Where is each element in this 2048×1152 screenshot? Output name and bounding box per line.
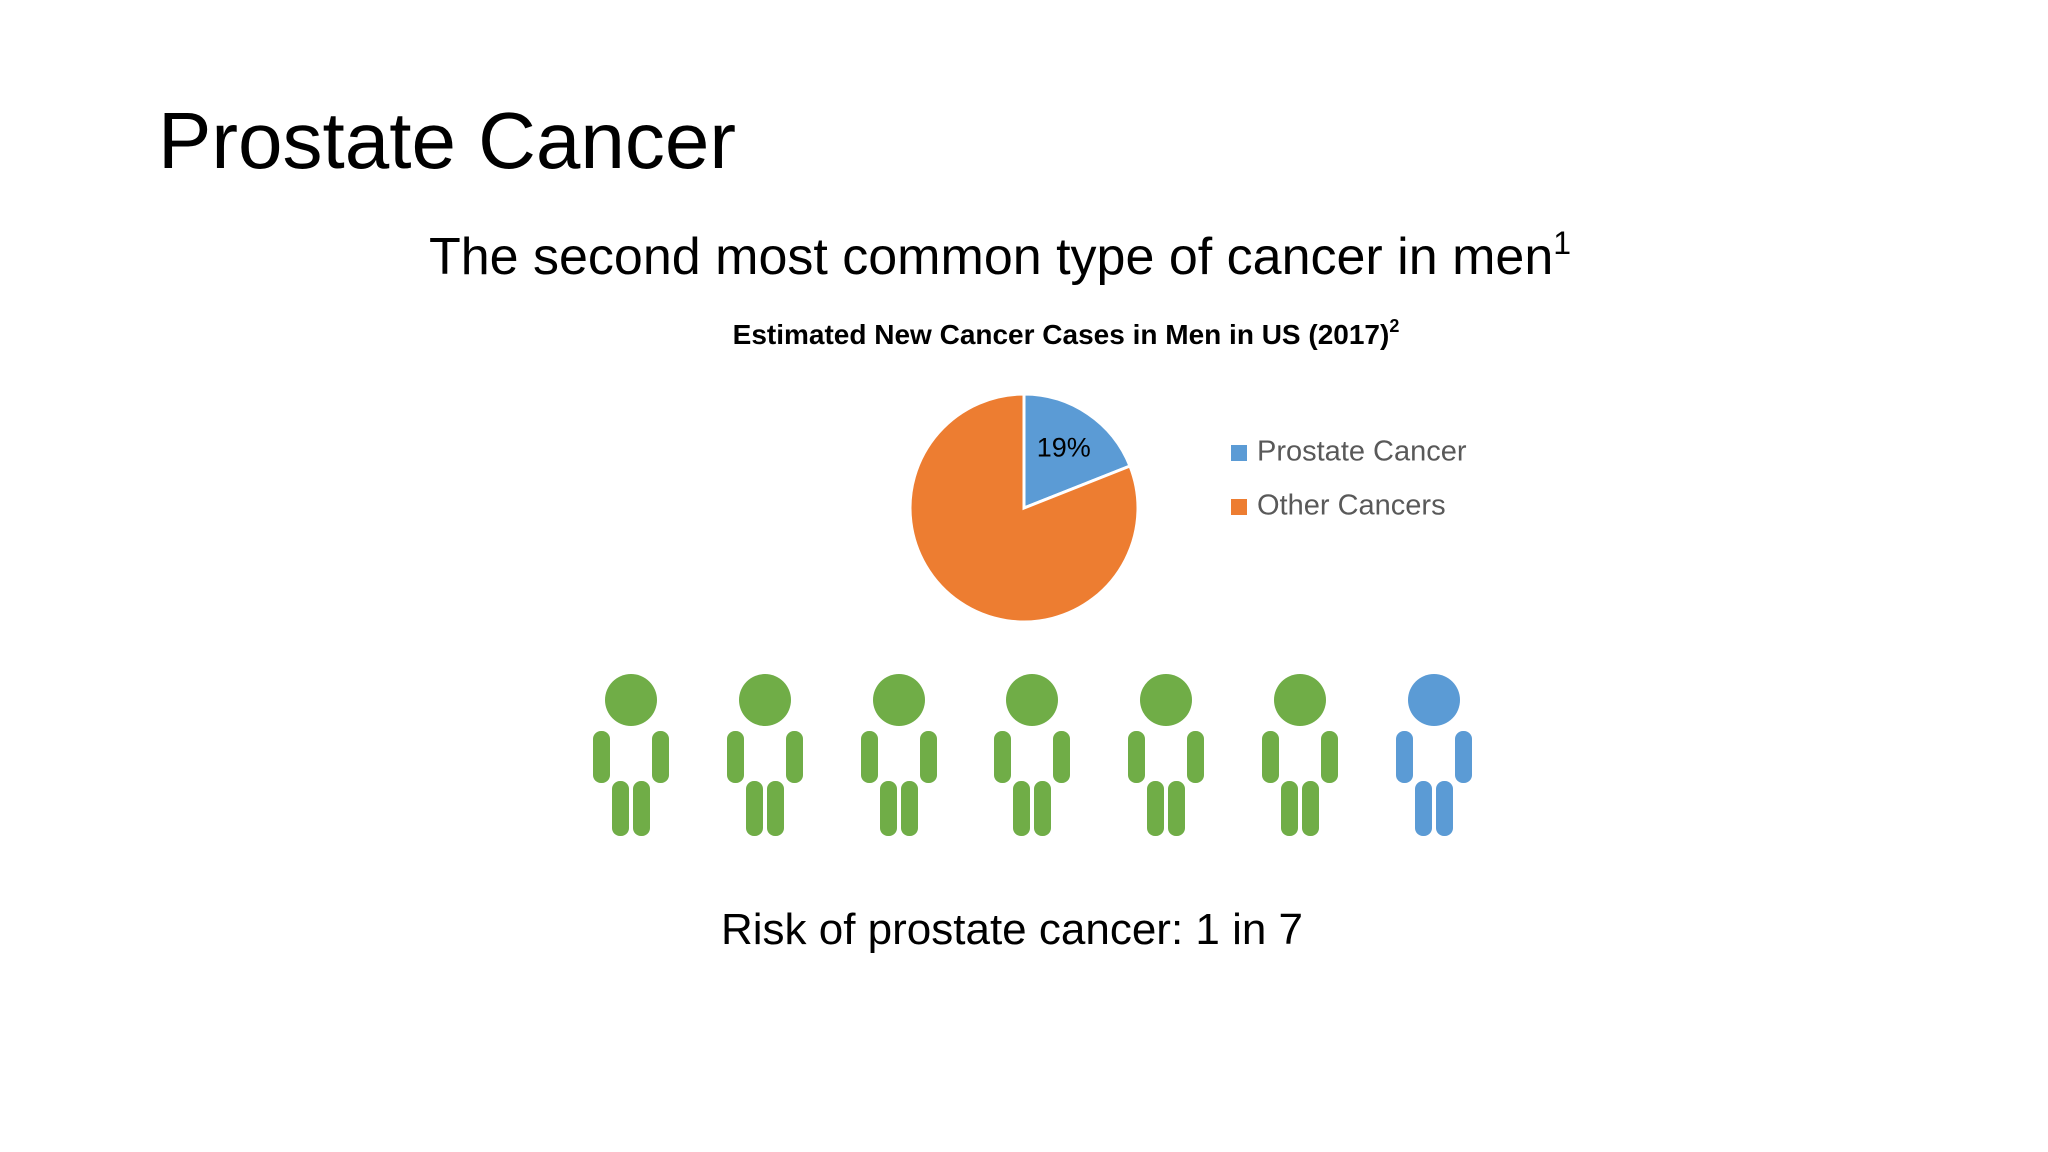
person-icon [727, 674, 803, 836]
chart-title: Estimated New Cancer Cases in Men in US … [733, 316, 1400, 350]
data-label: 19% [1037, 433, 1091, 463]
subtitle-text: The second most common type of cancer in… [429, 228, 1553, 286]
legend-label: Prostate Cancer [1257, 436, 1467, 468]
pie-chart: 19% [908, 392, 1140, 624]
chart-title-text: Estimated New Cancer Cases in Men in US … [733, 319, 1390, 350]
legend-label: Other Cancers [1257, 490, 1446, 522]
person-icon [994, 674, 1070, 836]
person-icon [593, 674, 669, 836]
person-icon [861, 674, 937, 836]
legend: Prostate Cancer Other Cancers [1231, 436, 1467, 522]
person-icon [1262, 674, 1338, 836]
pie-slice [908, 392, 1140, 624]
person-icon [1396, 674, 1472, 836]
pictogram [593, 674, 1472, 836]
person-icon [1128, 674, 1204, 836]
chart-title-superscript: 2 [1389, 316, 1399, 336]
legend-swatch [1231, 445, 1247, 461]
caption: Risk of prostate cancer: 1 in 7 [721, 905, 1303, 954]
slide-subtitle: The second most common type of cancer in… [429, 225, 1571, 286]
legend-swatch [1231, 499, 1247, 515]
slide-title: Prostate Cancer [158, 96, 736, 185]
subtitle-superscript: 1 [1553, 225, 1571, 261]
pie-slice [1022, 392, 1132, 511]
